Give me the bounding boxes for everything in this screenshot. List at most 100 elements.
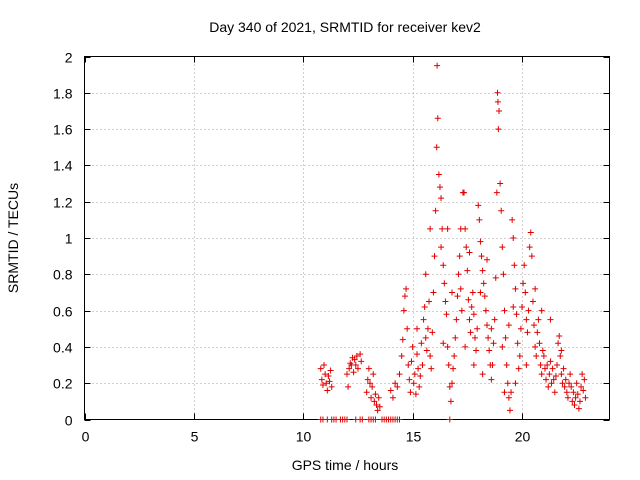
x-tick-label: 15 [406, 429, 422, 445]
data-point-plus [488, 325, 495, 332]
data-point-plus [471, 334, 478, 341]
data-point-plus [375, 394, 382, 401]
data-point-plus [325, 372, 332, 379]
x-axis-tick-labels: 0 5 10 15 20 [82, 429, 531, 445]
y-tick-label: 0.2 [53, 376, 73, 392]
data-point-plus [444, 343, 451, 350]
y-tick-label: 1 [65, 231, 73, 247]
data-point-plus [409, 343, 416, 350]
data-point-plus [504, 380, 511, 387]
y-tick-label: 1.2 [53, 195, 73, 211]
data-point-plus [441, 280, 448, 287]
data-point-plus [357, 351, 364, 358]
y-tick-label: 0.8 [53, 267, 73, 283]
data-point-plus [508, 389, 515, 396]
y-axis-title: SRMTID / TECUs [5, 183, 21, 293]
data-point-plus [558, 347, 565, 354]
y-tick-label: 0.6 [53, 304, 73, 320]
data-point-plus [376, 403, 383, 410]
data-point-plus [369, 383, 376, 390]
data-point-plus [414, 351, 420, 358]
data-point-plus [578, 383, 585, 390]
data-point-plus [407, 389, 414, 396]
data-point-plus [534, 329, 541, 336]
data-point-plus [400, 307, 407, 314]
data-point-plus [512, 285, 519, 292]
data-point-plus [540, 352, 547, 359]
data-point-plus [428, 365, 435, 372]
data-point-plus [352, 362, 359, 369]
data-point-plus [454, 293, 461, 300]
data-point-plus [506, 407, 513, 414]
data-point-plus [478, 253, 485, 260]
data-point-plus [406, 376, 413, 383]
data-point-plus [445, 362, 452, 369]
data-point-plus [573, 380, 580, 387]
data-point-plus [493, 189, 500, 196]
data-point-plus [502, 334, 509, 341]
data-point-plus [423, 347, 430, 354]
data-point-plus [434, 62, 441, 69]
data-point-plus [358, 358, 365, 365]
data-point-plus [497, 180, 504, 187]
data-point-plus [430, 289, 437, 296]
data-point-plus [444, 225, 451, 232]
data-point-plus [535, 316, 542, 323]
data-point-plus [450, 365, 457, 372]
data-point-plus [328, 383, 335, 390]
data-point-plus [427, 225, 434, 232]
data-point-plus [484, 256, 490, 263]
data-point-plus [440, 262, 447, 269]
data-point-plus [436, 184, 443, 191]
data-point-plus [410, 380, 417, 387]
data-point-plus [446, 416, 453, 423]
y-tick-label: 1.8 [53, 86, 73, 102]
data-point-plus [579, 371, 586, 378]
data-point-plus [373, 401, 380, 408]
data-point-plus [396, 371, 403, 378]
data-point-plus [324, 387, 331, 394]
data-point-plus [500, 271, 507, 278]
data-point-plus [477, 289, 484, 296]
x-tick-label: 5 [191, 429, 199, 445]
data-point-plus [350, 369, 357, 376]
data-point-plus [484, 322, 490, 329]
data-point-plus [550, 376, 557, 383]
data-point-plus [517, 325, 524, 332]
data-point-plus [572, 394, 579, 401]
data-point-plus [532, 285, 539, 292]
x-tick-label: 10 [296, 429, 312, 445]
data-point-plus [486, 347, 493, 354]
data-point-plus [372, 391, 379, 398]
data-point-plus [556, 333, 563, 340]
data-point-plus [559, 380, 566, 387]
data-point-plus [351, 356, 358, 363]
data-point-plus [414, 325, 420, 332]
data-point-plus [365, 365, 372, 372]
data-point-plus [432, 207, 439, 214]
data-point-plus [396, 416, 403, 423]
data-point-plus [525, 307, 532, 314]
data-point-plus [422, 271, 429, 278]
data-point-plus [564, 394, 571, 401]
data-point-plus [359, 416, 366, 423]
data-point-plus [576, 398, 583, 405]
data-point-plus [505, 394, 512, 401]
data-point-plus [318, 376, 325, 383]
data-point-plus [435, 171, 442, 178]
data-point-plus [401, 293, 408, 300]
data-point-plus [538, 307, 545, 314]
data-point-plus [417, 372, 424, 379]
data-point-plus [515, 365, 522, 372]
data-point-plus [404, 325, 411, 332]
data-point-plus [389, 394, 396, 401]
data-point-plus [344, 416, 350, 423]
data-point-plus [571, 401, 578, 408]
data-point-plus [529, 298, 536, 305]
data-point-plus [405, 362, 412, 369]
data-point-plus [547, 358, 554, 365]
data-point-plus [344, 371, 350, 378]
data-point-plus [499, 343, 506, 350]
data-point-plus [394, 383, 401, 390]
data-point-plus [323, 380, 330, 387]
